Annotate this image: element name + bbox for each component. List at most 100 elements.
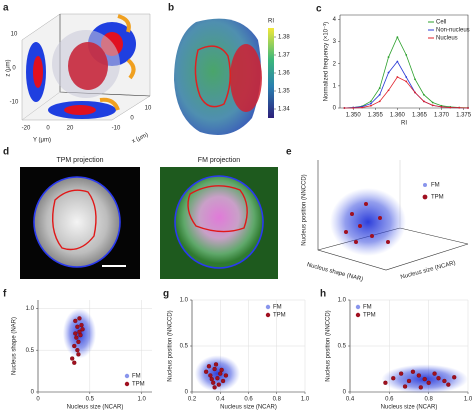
- panel-label: f: [3, 289, 7, 300]
- line: [344, 36, 469, 109]
- panel-label: c: [316, 4, 322, 15]
- point: [449, 106, 452, 109]
- axis-frame: [191, 300, 305, 393]
- y-tick-label: 3: [333, 39, 337, 45]
- x-tick-label: 1.375: [456, 113, 472, 119]
- point: [216, 382, 221, 387]
- legend-label: FM: [273, 305, 282, 311]
- point: [422, 100, 425, 103]
- x-tick-label: 1.350: [346, 113, 362, 119]
- tick-label: 10: [145, 106, 152, 112]
- point: [77, 316, 82, 321]
- point: [72, 360, 77, 365]
- colorbar-tick-label: 1.35: [278, 89, 290, 95]
- point: [426, 380, 431, 385]
- point: [387, 89, 390, 92]
- point: [73, 331, 78, 336]
- x-tick-label: 0.4: [346, 397, 355, 403]
- point: [369, 104, 372, 107]
- legend-swatch: [355, 312, 361, 318]
- point: [396, 76, 399, 78]
- x-tick-label: 1.370: [434, 113, 450, 119]
- y-tick-label: 1.0: [26, 306, 35, 312]
- tick-label: 0: [46, 126, 50, 132]
- point: [416, 373, 421, 378]
- legend-label: TPM: [363, 313, 376, 319]
- tick-label: 0: [130, 116, 134, 122]
- point: [352, 107, 355, 109]
- legend-label: FM: [431, 183, 440, 189]
- point: [74, 335, 79, 340]
- y-tick-label: 2: [333, 61, 337, 67]
- point: [215, 376, 220, 381]
- point: [343, 107, 346, 109]
- x-axis-label: Nucleus size (NCAR): [220, 405, 277, 411]
- legend-label: FM: [132, 374, 141, 380]
- point: [396, 36, 399, 39]
- x-tick-label: 0.6: [244, 397, 253, 403]
- tick-label: -10: [112, 126, 121, 132]
- colorbar-tick-label: 1.38: [278, 35, 290, 41]
- legend-swatch: [124, 381, 130, 387]
- fm-image: [160, 167, 278, 279]
- point: [75, 324, 80, 329]
- point: [361, 106, 363, 109]
- colorbar-tick-label: 1.36: [278, 71, 290, 77]
- point: [396, 60, 399, 63]
- point: [414, 78, 416, 81]
- scatter-3d: [317, 160, 469, 271]
- legend-label: FM: [363, 305, 372, 311]
- image-title: TPM projection: [56, 157, 103, 164]
- legend-label: Nucleus: [436, 36, 458, 42]
- colorbar-tick-label: 1.34: [278, 107, 290, 113]
- point: [410, 369, 416, 374]
- point: [436, 376, 441, 381]
- y-tick-label: 1.0: [180, 298, 189, 304]
- point: [75, 348, 80, 353]
- y-tick-label: 0.5: [26, 348, 35, 354]
- point: [219, 367, 224, 373]
- x-tick-label: 0.8: [424, 397, 433, 403]
- panel-label: h: [320, 289, 326, 300]
- x-tick-label: 1.0: [137, 397, 146, 403]
- y-tick-label: 4: [333, 17, 337, 23]
- x-tick-label: 1.355: [368, 113, 384, 119]
- point: [402, 384, 408, 389]
- y-tick-label: 1.0: [338, 298, 347, 304]
- colorbar-tick-label: 1.37: [278, 53, 290, 59]
- point: [70, 356, 75, 361]
- point: [211, 380, 216, 385]
- point: [76, 352, 81, 357]
- axis-label: Nucleus position (NNCCD): [302, 174, 308, 245]
- point: [206, 364, 212, 369]
- x-tick-label: 1.365: [412, 113, 428, 119]
- x-tick-label: 0: [36, 397, 40, 403]
- point: [213, 362, 219, 367]
- legend-swatch: [355, 304, 361, 310]
- y-tick-label: 0.5: [180, 344, 189, 350]
- panel-label: g: [163, 289, 169, 300]
- point: [209, 376, 214, 382]
- point: [218, 371, 223, 376]
- y-tick-label: 0: [343, 390, 347, 396]
- fm-density: [194, 355, 241, 392]
- legend-label: Non-nucleus: [436, 28, 470, 34]
- tpm-image: [20, 167, 140, 279]
- point: [467, 107, 469, 109]
- point: [422, 376, 427, 382]
- point: [387, 71, 390, 74]
- legend-label: Cell: [436, 20, 446, 26]
- panel-label: b: [168, 3, 174, 14]
- tick-label: 0: [12, 66, 16, 72]
- point: [418, 385, 423, 390]
- point: [405, 76, 408, 78]
- point: [369, 100, 372, 103]
- panel-label: a: [3, 3, 9, 14]
- tick-label: 10: [11, 32, 18, 38]
- panel-label: d: [3, 147, 9, 158]
- x-tick-label: 1.0: [301, 397, 310, 403]
- point: [80, 327, 85, 332]
- point: [405, 53, 408, 56]
- tick-label: -10: [10, 100, 19, 106]
- point: [440, 105, 443, 108]
